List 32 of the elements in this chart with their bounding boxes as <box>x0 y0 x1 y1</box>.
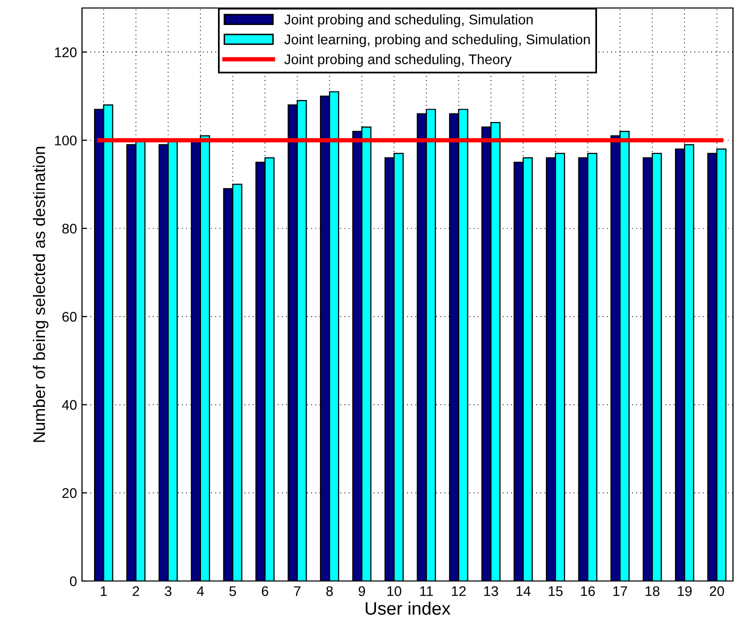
x-tick-label: 7 <box>294 586 300 596</box>
y-tick-label: 60 <box>62 312 77 322</box>
x-tick-label: 3 <box>164 586 172 596</box>
x-tick-label: 13 <box>484 586 498 596</box>
legend-label: Joint probing and scheduling, Simulation <box>284 14 533 28</box>
x-tick-label: 9 <box>358 586 366 596</box>
x-tick-label: 14 <box>516 586 531 596</box>
x-tick-label: 1 <box>100 586 107 596</box>
x-tick-label: 5 <box>229 586 236 596</box>
legend-label: Joint learning, probing and scheduling, Simulation <box>284 34 590 48</box>
y-tick-label: 100 <box>55 136 77 146</box>
y-tick-label: 20 <box>62 488 77 498</box>
x-tick-label: 4 <box>196 586 204 596</box>
y-axis-title: Number of being selected as destination <box>32 146 48 442</box>
legend-label: Joint probing and scheduling, Theory <box>284 54 512 67</box>
y-tick-label: 80 <box>62 224 77 234</box>
y-tick-label: 40 <box>62 400 77 410</box>
x-tick-label: 20 <box>710 586 724 596</box>
x-tick-label: 18 <box>646 586 660 596</box>
x-tick-label: 16 <box>581 586 595 596</box>
x-tick-label: 17 <box>613 586 628 596</box>
x-tick-label: 6 <box>262 586 268 596</box>
x-tick-label: 11 <box>420 586 433 596</box>
x-axis-title: User index <box>366 602 450 615</box>
x-tick-label: 15 <box>548 586 563 596</box>
x-tick-label: 2 <box>132 586 140 596</box>
y-tick-label: 120 <box>55 47 77 58</box>
x-tick-label: 8 <box>326 586 333 596</box>
x-tick-label: 10 <box>387 586 402 596</box>
y-tick-label: 0 <box>70 576 77 586</box>
x-tick-label: 19 <box>678 586 692 596</box>
x-tick-label: 12 <box>452 586 466 596</box>
